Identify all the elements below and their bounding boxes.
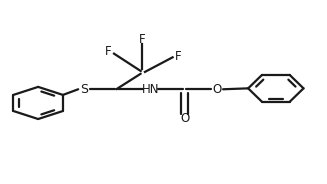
- Text: S: S: [80, 83, 88, 96]
- Text: HN: HN: [142, 83, 159, 96]
- Text: O: O: [213, 83, 222, 96]
- Text: O: O: [180, 112, 189, 125]
- Text: F: F: [139, 33, 146, 46]
- Text: F: F: [175, 50, 181, 63]
- Text: F: F: [105, 45, 112, 58]
